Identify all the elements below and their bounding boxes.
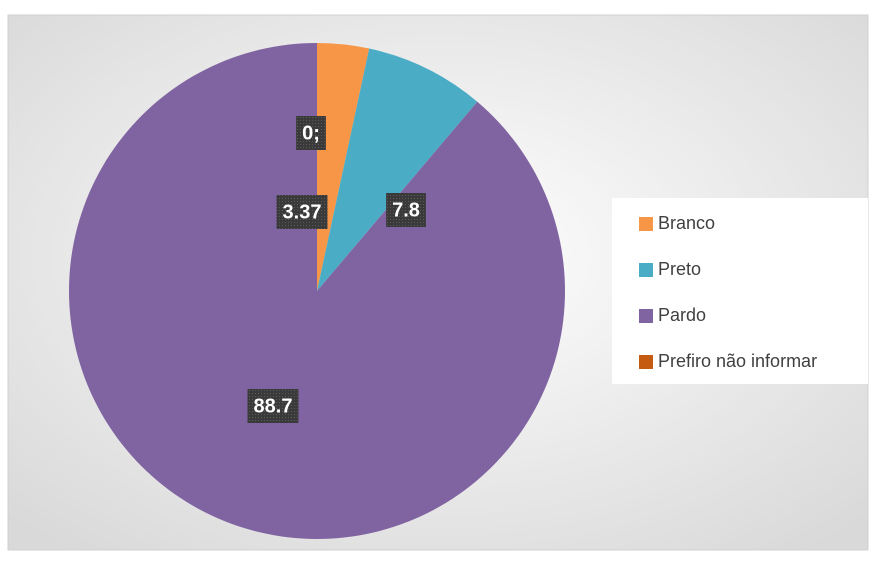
- data-label-box: [247, 389, 299, 423]
- legend-label: Preto: [658, 259, 701, 279]
- data-label: 3.37: [283, 201, 322, 223]
- legend-swatch: [639, 355, 653, 369]
- data-label-box: [296, 116, 326, 150]
- data-label-box: [386, 193, 426, 227]
- legend-label: Pardo: [658, 305, 706, 325]
- legend-label: Prefiro não informar: [658, 351, 817, 371]
- pie-slice: [317, 48, 478, 291]
- legend-label: Branco: [658, 213, 715, 233]
- legend-swatch: [639, 263, 653, 277]
- pie-slice: [317, 43, 370, 291]
- legend-box: [612, 198, 868, 384]
- legend-swatch: [639, 217, 653, 231]
- data-label: 88.7: [254, 395, 293, 417]
- pie-slice: [68, 43, 566, 539]
- legend-swatch: [639, 309, 653, 323]
- data-label: 7.8: [392, 199, 420, 221]
- data-label-box: [276, 195, 328, 229]
- data-label: 0;: [302, 122, 320, 144]
